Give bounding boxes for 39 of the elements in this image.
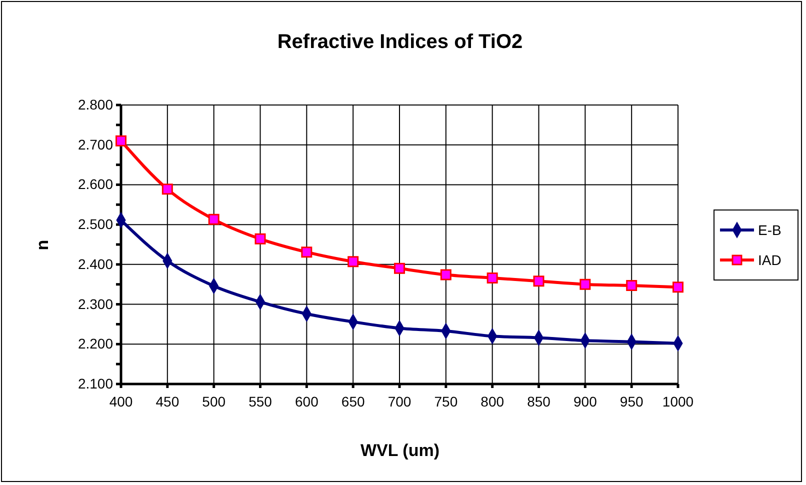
point	[533, 276, 544, 287]
y-tick-label: 2.500	[78, 216, 114, 232]
point	[348, 256, 359, 268]
chart-title: Refractive Indices of TiO2	[277, 31, 523, 53]
x-tick-label: 950	[620, 393, 644, 410]
y-tick-label: 2.300	[78, 296, 114, 312]
point	[162, 184, 173, 195]
y-tick-label: 2.200	[78, 336, 114, 352]
point	[440, 269, 452, 280]
x-tick-label: 500	[202, 393, 226, 410]
point	[301, 246, 312, 258]
x-tick-label: 650	[341, 393, 365, 410]
y-tick-label: 2.100	[78, 375, 114, 392]
x-tick-label: 850	[527, 393, 551, 410]
point	[116, 135, 126, 146]
x-tick-label: 550	[248, 393, 272, 410]
y-tick-label: 2.400	[78, 256, 114, 272]
x-tick-label: 1000	[662, 393, 694, 410]
point	[394, 262, 405, 274]
point	[208, 214, 220, 225]
x-tick-label: 700	[388, 393, 412, 410]
y-tick-label: 2.600	[78, 176, 114, 192]
y-tick-label: 2.700	[78, 136, 114, 152]
point	[486, 272, 498, 284]
x-tick-label: 450	[156, 393, 180, 410]
y-tick-label: 2.800	[78, 96, 114, 112]
point	[626, 280, 638, 292]
legend-label: E-B	[758, 222, 782, 238]
point	[580, 278, 591, 290]
legend-label: IAD	[758, 252, 782, 268]
x-tick-label: 600	[294, 393, 319, 410]
x-axis-title: WVL (um)	[360, 441, 440, 460]
x-tick-label: 900	[573, 393, 598, 410]
x-tick-label: 800	[480, 393, 504, 410]
point	[254, 233, 266, 244]
point	[672, 282, 684, 293]
x-tick-label: 400	[109, 393, 133, 410]
x-tick-label: 750	[434, 393, 458, 410]
y-axis-title: n	[33, 240, 52, 250]
